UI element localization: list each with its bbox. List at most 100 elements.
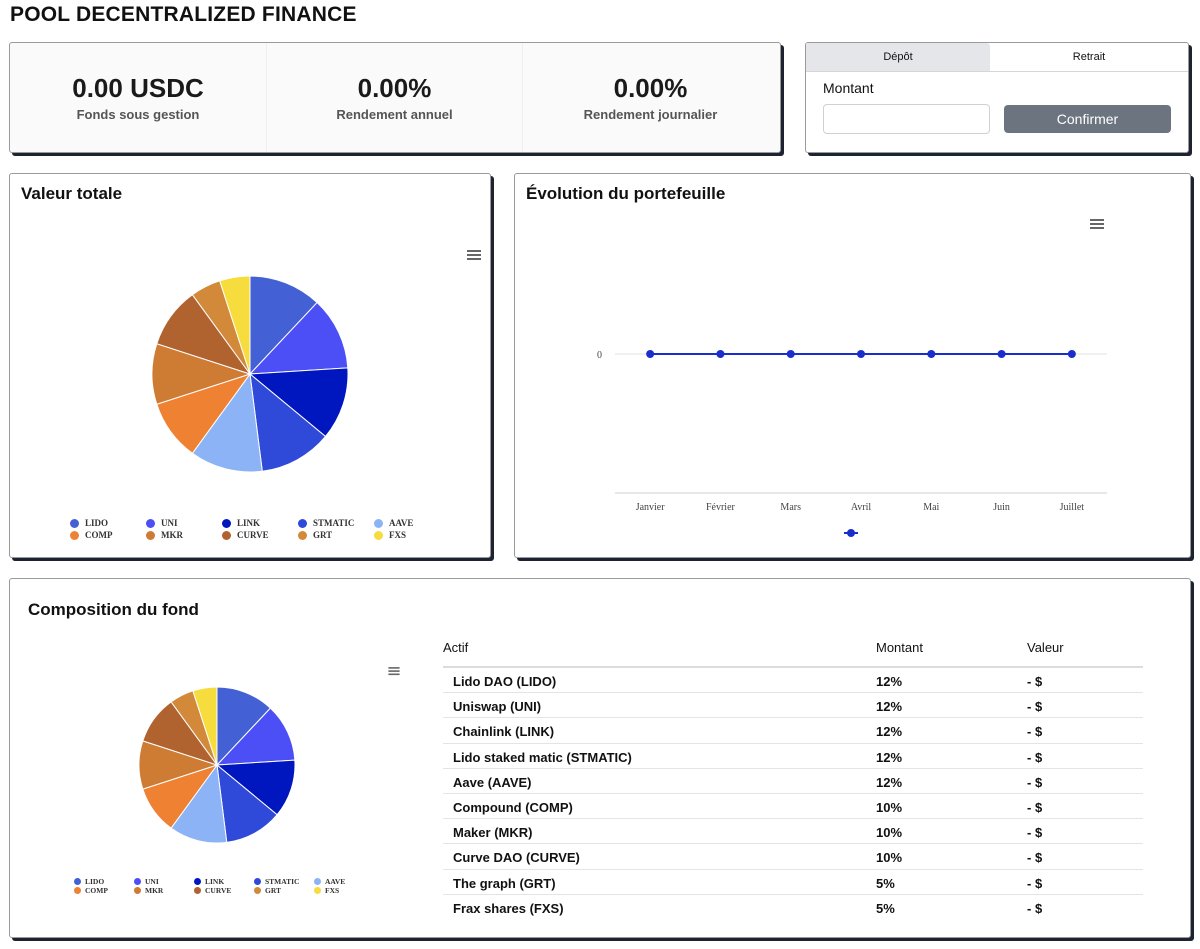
- data-point[interactable]: [716, 350, 725, 358]
- legend-dot-icon: [70, 531, 79, 540]
- legend-dot-icon: [298, 519, 307, 528]
- composition-pie-chart: [138, 686, 296, 844]
- pie-slice-stmatic[interactable]: [249, 372, 327, 472]
- legend-dot-icon: [298, 531, 307, 540]
- legend-item-lido[interactable]: LIDO: [74, 877, 104, 886]
- x-tick-label: Juin: [993, 502, 1010, 513]
- legend-item-mkr[interactable]: MKR: [134, 886, 163, 895]
- legend-dot-icon: [254, 887, 261, 894]
- pie-slice-uni[interactable]: [248, 301, 349, 375]
- legend-item-link[interactable]: LINK: [222, 518, 260, 528]
- table-row: Chainlink (LINK) 12% - $: [443, 718, 1143, 744]
- legend-dot-icon: [134, 878, 141, 885]
- legend-item-comp[interactable]: COMP: [70, 530, 113, 540]
- card-title: Évolution du portefeuille: [526, 184, 726, 203]
- cell-asset: Aave (AAVE): [453, 774, 532, 790]
- stat-label: Rendement annuel: [336, 107, 453, 122]
- legend-item-mkr[interactable]: MKR: [146, 530, 183, 540]
- stat-value: 0.00%: [357, 73, 432, 103]
- legend-dot-icon: [254, 878, 261, 885]
- cell-value: - $: [1027, 674, 1043, 689]
- composition-card: Composition du fond LIDO UNI LINK STMATIC AA…: [9, 578, 1191, 938]
- evolution-line-chart: 0 Janvier Février Mars Avril Mai Juin Juillet: [597, 350, 1107, 537]
- legend-item-stmatic[interactable]: STMATIC: [254, 877, 299, 886]
- legend-dot-icon: [194, 887, 201, 894]
- stat-daily-yield: 0.00% Rendement journalier: [522, 43, 778, 152]
- legend-item-uni[interactable]: UNI: [146, 518, 178, 528]
- deposit-tabbar: Dépôt Retrait: [806, 43, 1188, 72]
- tab-deposit[interactable]: Dépôt: [806, 43, 990, 71]
- cell-value: - $: [1027, 699, 1043, 715]
- header-amount: Montant: [876, 640, 923, 655]
- legend-item-comp[interactable]: COMP: [74, 886, 108, 895]
- deposit-card: Dépôt Retrait Montant Confirmer: [805, 42, 1189, 153]
- cell-value: - $: [1027, 799, 1043, 815]
- hamburger-menu-icon[interactable]: [467, 250, 481, 261]
- legend-item-aave[interactable]: AAVE: [374, 518, 413, 528]
- pie-slice-fxs[interactable]: [192, 686, 218, 766]
- table-row: Compound (COMP) 10% - $: [443, 794, 1143, 820]
- value-chart-card: Valeur totale LIDO UNI LINK STMATIC AAVE COMP…: [9, 173, 491, 558]
- legend-label: MKR: [161, 530, 183, 540]
- cell-value: - $: [1027, 774, 1043, 790]
- stat-label: Rendement journalier: [583, 107, 718, 122]
- data-point[interactable]: [646, 350, 655, 358]
- pie-slice-link[interactable]: [248, 367, 349, 438]
- legend-item-uni[interactable]: UNI: [134, 877, 159, 886]
- legend-label: UNI: [145, 877, 159, 886]
- data-point[interactable]: [786, 350, 795, 358]
- legend-dot-icon: [374, 531, 383, 540]
- cell-value: - $: [1027, 825, 1043, 841]
- table-row: Uniswap (UNI) 12% - $: [443, 693, 1143, 719]
- legend-dot-icon: [134, 887, 141, 894]
- legend-item-fxs[interactable]: FXS: [314, 886, 339, 895]
- legend-label: FXS: [325, 886, 340, 895]
- page-title: POOL DECENTRALIZED FINANCE: [10, 3, 357, 26]
- x-tick-label: Janvier: [636, 502, 666, 513]
- data-point[interactable]: [927, 350, 936, 358]
- legend-item-grt[interactable]: GRT: [254, 886, 281, 895]
- hamburger-menu-icon[interactable]: [1090, 219, 1104, 230]
- legend-label: GRT: [313, 530, 333, 540]
- table-row: Curve DAO (CURVE) 10% - $: [443, 844, 1143, 870]
- legend-item-stmatic[interactable]: STMATIC: [298, 518, 354, 528]
- data-point[interactable]: [1067, 350, 1076, 358]
- data-point[interactable]: [997, 350, 1006, 358]
- legend-item-aave[interactable]: AAVE: [314, 877, 345, 886]
- composition-table: Actif Montant Valeur Lido DAO (LIDO) 12% -…: [443, 635, 1143, 920]
- cell-asset: Curve DAO (CURVE): [453, 850, 580, 866]
- stat-value: 0.00%: [613, 73, 688, 103]
- legend-label: LINK: [205, 877, 225, 886]
- data-point[interactable]: [857, 350, 865, 358]
- legend-dot-icon: [222, 519, 231, 528]
- amount-input[interactable]: [823, 104, 990, 134]
- legend-item-fxs[interactable]: FXS: [374, 530, 406, 540]
- legend-dot-icon: [194, 878, 201, 885]
- legend-item-link[interactable]: LINK: [194, 877, 224, 886]
- pie-slice-aave[interactable]: [191, 372, 263, 473]
- hamburger-menu-icon[interactable]: [388, 667, 400, 676]
- table-row: Lido DAO (LIDO) 12% - $: [443, 668, 1143, 694]
- tab-withdraw[interactable]: Retrait: [1072, 51, 1106, 63]
- legend-label: COMP: [85, 530, 113, 540]
- table-row: Maker (MKR) 10% - $: [443, 819, 1143, 845]
- pie-slice-fxs[interactable]: [219, 275, 251, 375]
- legend-item-curve[interactable]: CURVE: [194, 886, 231, 895]
- cell-asset: Maker (MKR): [453, 825, 533, 841]
- confirm-button[interactable]: Confirmer: [1004, 105, 1171, 133]
- legend-item-curve[interactable]: CURVE: [222, 530, 269, 540]
- legend-item-lido[interactable]: LIDO: [70, 518, 108, 528]
- table-body: Lido DAO (LIDO) 12% - $ Uniswap (UNI) 12% - $…: [443, 668, 1143, 920]
- x-tick-label: Mai: [923, 502, 939, 513]
- cell-value: - $: [1027, 900, 1043, 916]
- legend-label: CURVE: [205, 886, 232, 895]
- evolution-chart-card: Évolution du portefeuille 0 Janvier Févrie…: [514, 173, 1191, 558]
- value-pie-chart: [151, 275, 349, 473]
- pie-slice-lido[interactable]: [249, 275, 318, 376]
- value-pie-legend: LIDO UNI LINK STMATIC AAVE COMP MKR CURVE GRT FXS: [70, 518, 470, 544]
- legend-item-grt[interactable]: GRT: [298, 530, 332, 540]
- legend-label: MKR: [145, 886, 164, 895]
- cell-value: - $: [1027, 724, 1043, 740]
- cell-asset: Uniswap (UNI): [453, 699, 542, 715]
- legend-label: COMP: [85, 886, 108, 895]
